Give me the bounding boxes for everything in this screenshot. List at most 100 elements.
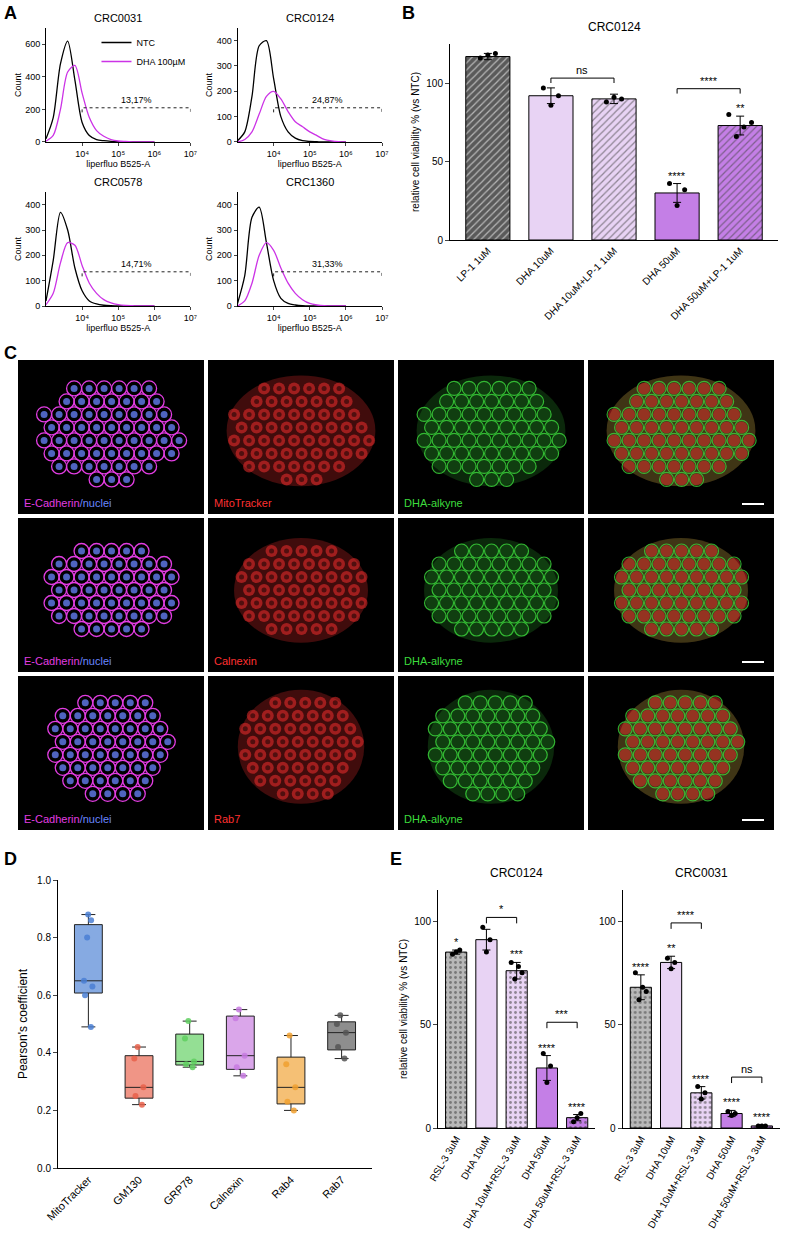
- svg-text:****: ****: [668, 170, 686, 182]
- svg-text:****: ****: [632, 961, 650, 973]
- svg-text:10⁵: 10⁵: [303, 313, 317, 323]
- svg-text:***: ***: [555, 1008, 569, 1020]
- svg-text:*: *: [499, 903, 504, 915]
- svg-text:****: ****: [700, 75, 718, 87]
- svg-text:50: 50: [605, 1019, 617, 1030]
- svg-text:10⁴: 10⁴: [267, 149, 281, 159]
- svg-text:E-Cadherin/nuclei: E-Cadherin/nuclei: [24, 655, 111, 667]
- svg-text:1.0: 1.0: [37, 875, 51, 886]
- svg-text:300: 300: [25, 225, 40, 235]
- svg-text:100: 100: [599, 916, 616, 927]
- svg-text:Calnexin: Calnexin: [207, 1174, 246, 1213]
- svg-text:0: 0: [227, 301, 232, 311]
- svg-text:10⁷: 10⁷: [184, 149, 197, 159]
- svg-text:Count: Count: [13, 72, 23, 97]
- svg-text:200: 200: [217, 86, 232, 96]
- svg-text:10⁷: 10⁷: [375, 149, 388, 159]
- svg-text:DHA 50uM+RSL-3 3uM: DHA 50uM+RSL-3 3uM: [706, 1134, 768, 1230]
- svg-text:MitoTracker: MitoTracker: [44, 1173, 93, 1222]
- svg-text:10⁴: 10⁴: [75, 149, 89, 159]
- svg-text:50: 50: [432, 156, 444, 167]
- svg-text:CRC0124: CRC0124: [286, 12, 334, 24]
- svg-text:10⁴: 10⁴: [267, 313, 281, 323]
- svg-text:MitoTracker: MitoTracker: [214, 497, 272, 509]
- svg-text:GM130: GM130: [110, 1174, 144, 1208]
- svg-text:Rab4: Rab4: [269, 1174, 296, 1201]
- svg-text:DHA 10uM: DHA 10uM: [643, 1134, 677, 1181]
- svg-text:****: ****: [692, 1073, 710, 1085]
- svg-text:CRC1360: CRC1360: [286, 176, 334, 188]
- svg-text:100: 100: [217, 112, 232, 122]
- svg-text:0.6: 0.6: [37, 990, 51, 1001]
- svg-text:ns: ns: [576, 64, 588, 76]
- svg-text:****: ****: [723, 1096, 741, 1108]
- svg-text:liperfluo B525-A: liperfluo B525-A: [278, 159, 342, 169]
- svg-text:10⁶: 10⁶: [148, 149, 162, 159]
- svg-text:****: ****: [753, 1111, 771, 1123]
- svg-text:DHA 10uM+RSL-3 3uM: DHA 10uM+RSL-3 3uM: [461, 1134, 523, 1230]
- svg-text:0.8: 0.8: [37, 932, 51, 943]
- svg-text:RSL-3 3uM: RSL-3 3uM: [612, 1134, 647, 1183]
- svg-text:10⁵: 10⁵: [111, 313, 125, 323]
- svg-text:200: 200: [217, 250, 232, 260]
- svg-text:GRP78: GRP78: [161, 1174, 195, 1208]
- svg-text:Calnexin: Calnexin: [214, 655, 257, 667]
- svg-text:14,71%: 14,71%: [121, 259, 152, 269]
- svg-text:400: 400: [25, 72, 40, 82]
- svg-text:31,33%: 31,33%: [312, 259, 343, 269]
- svg-text:DHA 10uM+RSL-3 3uM: DHA 10uM+RSL-3 3uM: [645, 1134, 707, 1230]
- svg-text:CRC0031: CRC0031: [94, 12, 142, 24]
- svg-text:***: ***: [510, 948, 524, 960]
- svg-text:10⁴: 10⁴: [75, 313, 89, 323]
- svg-text:DHA 50uM: DHA 50uM: [704, 1134, 738, 1181]
- svg-text:liperfluo B525-A: liperfluo B525-A: [86, 323, 150, 333]
- svg-text:0: 0: [227, 137, 232, 147]
- svg-text:ns: ns: [741, 1063, 753, 1075]
- svg-text:LP-1 1uM: LP-1 1uM: [454, 245, 492, 283]
- svg-text:****: ****: [677, 909, 695, 921]
- svg-text:0.2: 0.2: [37, 1105, 51, 1116]
- svg-text:10⁷: 10⁷: [184, 313, 197, 323]
- svg-text:200: 200: [25, 105, 40, 115]
- svg-text:DHA 50uM: DHA 50uM: [640, 245, 682, 287]
- svg-text:Count: Count: [204, 237, 214, 262]
- svg-text:DHA 100µM: DHA 100µM: [136, 57, 185, 67]
- svg-text:RSL-3 3uM: RSL-3 3uM: [427, 1134, 462, 1183]
- svg-text:*: *: [454, 936, 459, 948]
- svg-text:relative cell viability % (vs: relative cell viability % (vs NTC): [398, 939, 409, 1079]
- svg-text:0: 0: [425, 1123, 431, 1134]
- svg-text:CRC0124: CRC0124: [490, 866, 543, 880]
- svg-text:Rab7: Rab7: [214, 813, 240, 825]
- svg-text:**: **: [667, 942, 676, 954]
- svg-text:****: ****: [568, 1101, 586, 1113]
- svg-text:100: 100: [414, 916, 431, 927]
- svg-text:DHA 50uM+RSL-3 3uM: DHA 50uM+RSL-3 3uM: [521, 1134, 583, 1230]
- svg-text:100: 100: [426, 78, 443, 89]
- svg-text:24,87%: 24,87%: [312, 95, 343, 105]
- svg-text:CRC0578: CRC0578: [94, 176, 142, 188]
- svg-text:10⁵: 10⁵: [111, 149, 125, 159]
- svg-text:10⁶: 10⁶: [148, 313, 162, 323]
- svg-text:CRC0031: CRC0031: [675, 866, 728, 880]
- svg-text:**: **: [736, 102, 745, 114]
- svg-text:400: 400: [217, 200, 232, 210]
- svg-text:Count: Count: [13, 237, 23, 262]
- svg-text:****: ****: [538, 1042, 556, 1054]
- svg-text:0: 0: [437, 235, 443, 246]
- svg-text:100: 100: [217, 276, 232, 286]
- svg-text:0.4: 0.4: [37, 1047, 51, 1058]
- svg-text:DHA 10uM: DHA 10uM: [459, 1134, 493, 1181]
- svg-text:liperfluo B525-A: liperfluo B525-A: [86, 159, 150, 169]
- svg-text:400: 400: [25, 200, 40, 210]
- svg-text:10⁶: 10⁶: [339, 313, 353, 323]
- svg-text:400: 400: [217, 36, 232, 46]
- svg-text:CRC0124: CRC0124: [588, 20, 641, 34]
- svg-text:0.0: 0.0: [37, 1163, 51, 1174]
- svg-text:10⁷: 10⁷: [375, 313, 388, 323]
- svg-text:NTC: NTC: [136, 38, 155, 48]
- svg-text:Pearson's coefficient: Pearson's coefficient: [16, 968, 30, 1079]
- svg-text:DHA 50uM: DHA 50uM: [519, 1134, 553, 1181]
- svg-text:0: 0: [35, 301, 40, 311]
- svg-text:0: 0: [35, 137, 40, 147]
- svg-text:relative cell viability % (vs: relative cell viability % (vs NTC): [410, 72, 421, 212]
